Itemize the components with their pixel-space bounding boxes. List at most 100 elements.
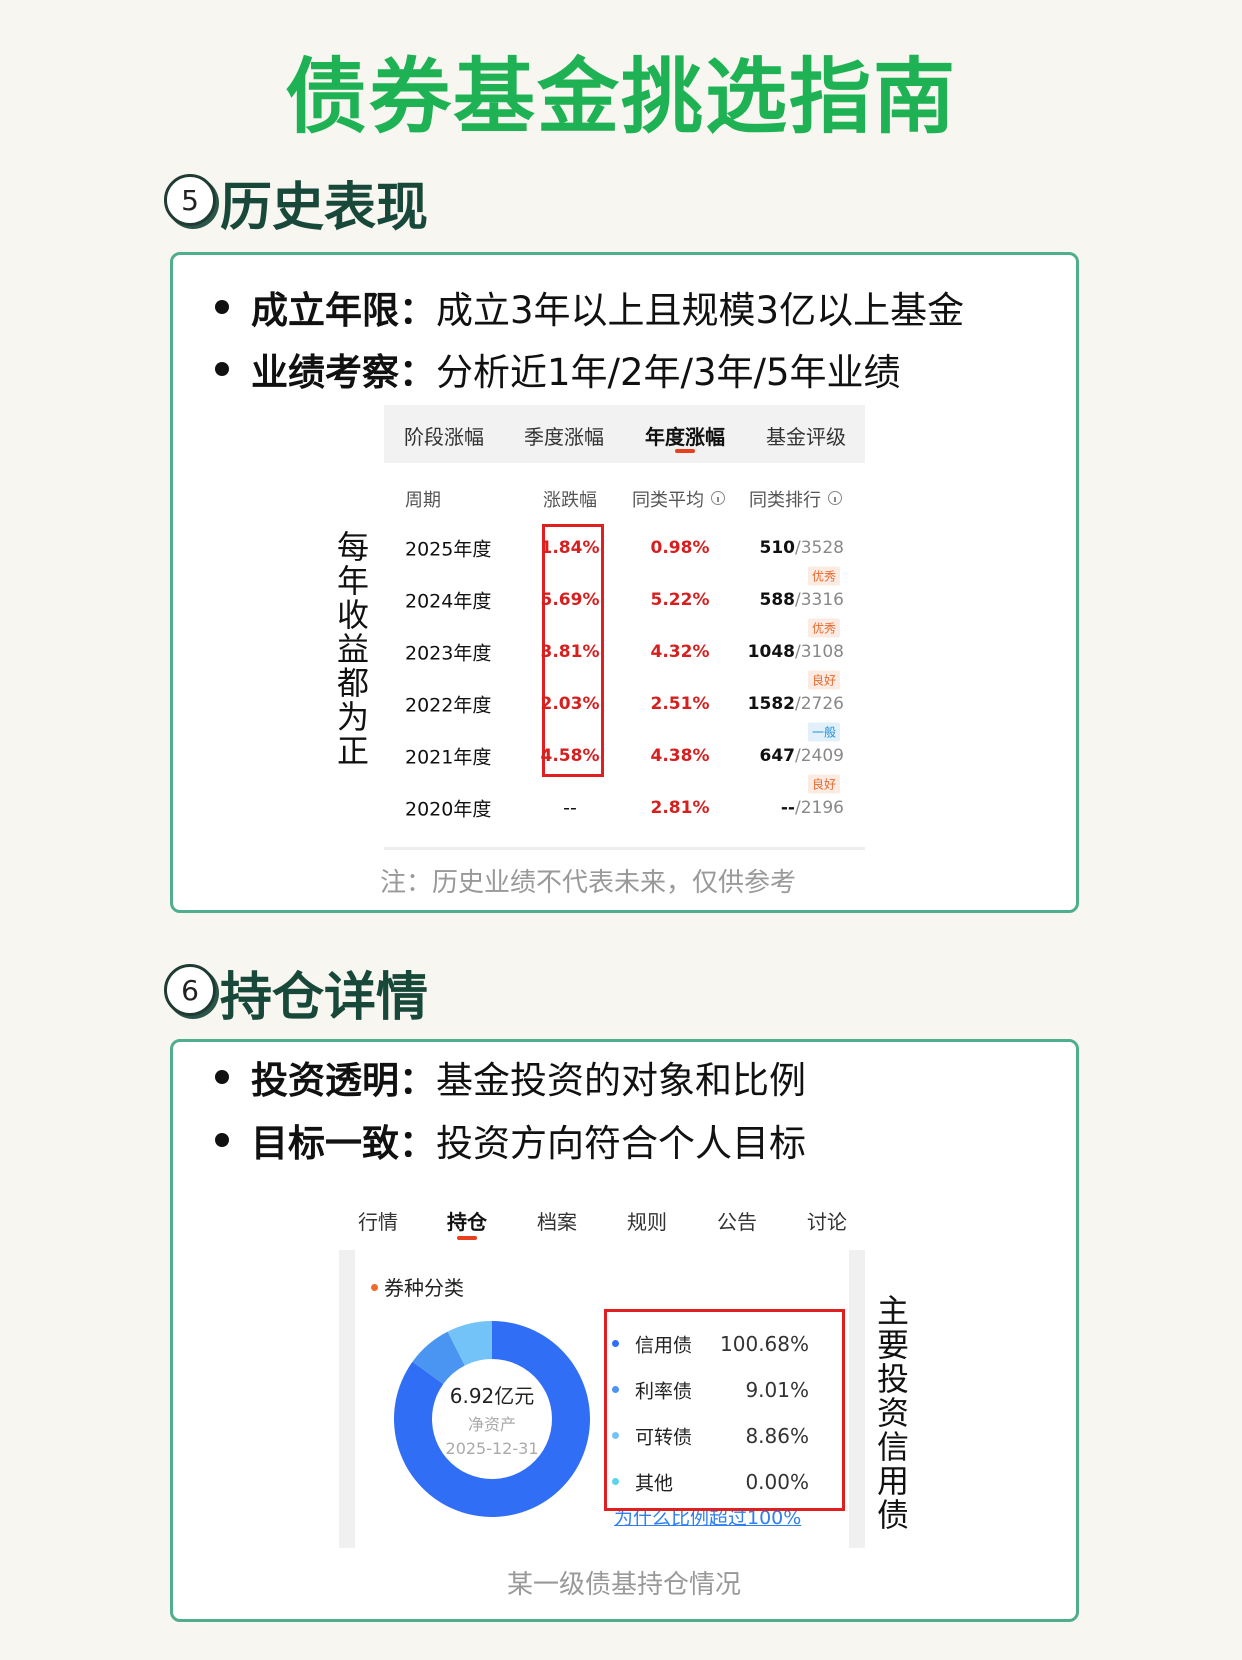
- period: 2020年度: [405, 798, 492, 821]
- rank-value: --: [780, 798, 795, 818]
- average: 0.98%: [650, 538, 710, 558]
- change: 3.81%: [540, 642, 600, 662]
- period: 2022年度: [405, 694, 492, 717]
- bullet-dot: [215, 362, 229, 376]
- tab: 讨论: [807, 1210, 847, 1234]
- rank-value: 510: [759, 538, 796, 558]
- highlight-box: [542, 524, 604, 777]
- donut-hole: [433, 1360, 551, 1478]
- bullet: 投资透明： 基金投资的对象和比例: [215, 1050, 806, 1104]
- change: 2.03%: [540, 694, 600, 714]
- bullet-dot: [215, 1133, 229, 1147]
- bullet-dot: [215, 300, 229, 314]
- rank-value: 1582: [747, 694, 795, 714]
- card: [170, 252, 1079, 913]
- highlight-box: [604, 1309, 845, 1511]
- center-amount: 6.92亿元: [449, 1384, 535, 1408]
- legend-dot: [612, 1340, 619, 1347]
- change: 1.84%: [540, 538, 600, 558]
- legend-name: 可转债: [635, 1426, 693, 1449]
- section-heading: 历史表现: [220, 178, 429, 238]
- tab: 年度涨幅: [645, 425, 725, 449]
- legend-dot: [612, 1478, 619, 1485]
- tab: 阶段涨幅: [404, 425, 484, 449]
- legend-value: 9.01%: [745, 1378, 809, 1402]
- change: --: [563, 797, 577, 819]
- bullet-label: 成立年限：: [251, 289, 436, 332]
- column-header: 涨跌幅: [543, 490, 597, 511]
- rank: --/2196: [781, 798, 844, 818]
- tab-bar: [384, 405, 865, 463]
- average: 4.38%: [650, 746, 710, 766]
- side-note: 主要投资信用债: [872, 1294, 910, 1532]
- bullet-text: 基金投资的对象和比例: [436, 1059, 806, 1102]
- rank: 1582/2726: [748, 694, 844, 714]
- tab: 持仓: [447, 1210, 487, 1234]
- info-bar: [834, 497, 836, 502]
- rank: 647/2409: [760, 746, 845, 766]
- donut-segment: [394, 1321, 590, 1517]
- average: 5.22%: [650, 590, 710, 610]
- tab: 规则: [627, 1210, 667, 1234]
- rating-tag: 优秀: [807, 618, 841, 638]
- bullet-text: 投资方向符合个人目标: [436, 1122, 806, 1165]
- average: 2.81%: [650, 798, 710, 818]
- period: 2024年度: [405, 590, 492, 613]
- donut-segment: [447, 1321, 492, 1366]
- rank-total: /3528: [795, 538, 844, 558]
- change: 5.69%: [540, 590, 600, 610]
- donut-chart: [394, 1321, 590, 1517]
- legend-value: 8.86%: [745, 1424, 809, 1448]
- tab: 基金评级: [766, 425, 846, 449]
- bullet-dot: [215, 1070, 229, 1084]
- rating-tag: 良好: [807, 774, 841, 794]
- legend-value: 100.68%: [720, 1332, 809, 1356]
- rank-total: /2726: [795, 694, 844, 714]
- average: 4.32%: [650, 642, 710, 662]
- rating-tag: 一般: [807, 722, 841, 742]
- panel-title: 券种分类: [384, 1276, 464, 1300]
- legend-dot: [612, 1386, 619, 1393]
- column-header: 同类平均: [632, 490, 704, 511]
- rank-value: 1048: [747, 642, 795, 662]
- section-heading: 持仓详情: [220, 968, 429, 1028]
- legend-name: 其他: [635, 1472, 674, 1495]
- link[interactable]: 为什么比例超过100%: [614, 1507, 802, 1529]
- rank: 510/3528: [760, 538, 845, 558]
- rank: 588/3316: [760, 590, 845, 610]
- rating-tag: 良好: [807, 670, 841, 690]
- donut-segment: [412, 1331, 465, 1384]
- info-icon: [711, 491, 725, 505]
- period: 2021年度: [405, 746, 492, 769]
- legend-value: 0.00%: [745, 1470, 809, 1494]
- divider: [384, 847, 865, 850]
- section-number: 6: [164, 964, 216, 1016]
- period: 2025年度: [405, 538, 492, 561]
- rank: 1048/3108: [748, 642, 844, 662]
- legend-name: 利率债: [635, 1380, 693, 1403]
- tab-underline: [675, 449, 695, 453]
- legend-dot: [612, 1432, 619, 1439]
- tab: 档案: [537, 1210, 577, 1234]
- info-icon: [828, 491, 842, 505]
- tab-underline: [457, 1236, 477, 1240]
- bullet: 成立年限： 成立3年以上且规模3亿以上基金: [215, 280, 964, 334]
- bullet: 目标一致： 投资方向符合个人目标: [215, 1113, 806, 1167]
- average: 2.51%: [650, 694, 710, 714]
- rank-total: /3108: [795, 642, 844, 662]
- rank-value: 647: [759, 746, 796, 766]
- bullet-text: 成立3年以上且规模3亿以上基金: [436, 289, 965, 332]
- info-bar: [717, 497, 719, 502]
- column-header: 同类排行: [749, 490, 821, 511]
- center-label: 净资产: [467, 1415, 517, 1434]
- title-dot: [371, 1284, 378, 1291]
- bullet-label: 业绩考察：: [251, 351, 436, 394]
- side-note: 每年收益都为正: [332, 530, 370, 768]
- legend-name: 信用债: [635, 1334, 693, 1357]
- rank-total: /2409: [795, 746, 844, 766]
- page-title: 债券基金挑选指南: [284, 50, 957, 145]
- bullet-label: 投资透明：: [251, 1059, 436, 1102]
- rank-total: /2196: [795, 798, 844, 818]
- section-number: 5: [164, 174, 216, 226]
- tab: 季度涨幅: [524, 425, 604, 449]
